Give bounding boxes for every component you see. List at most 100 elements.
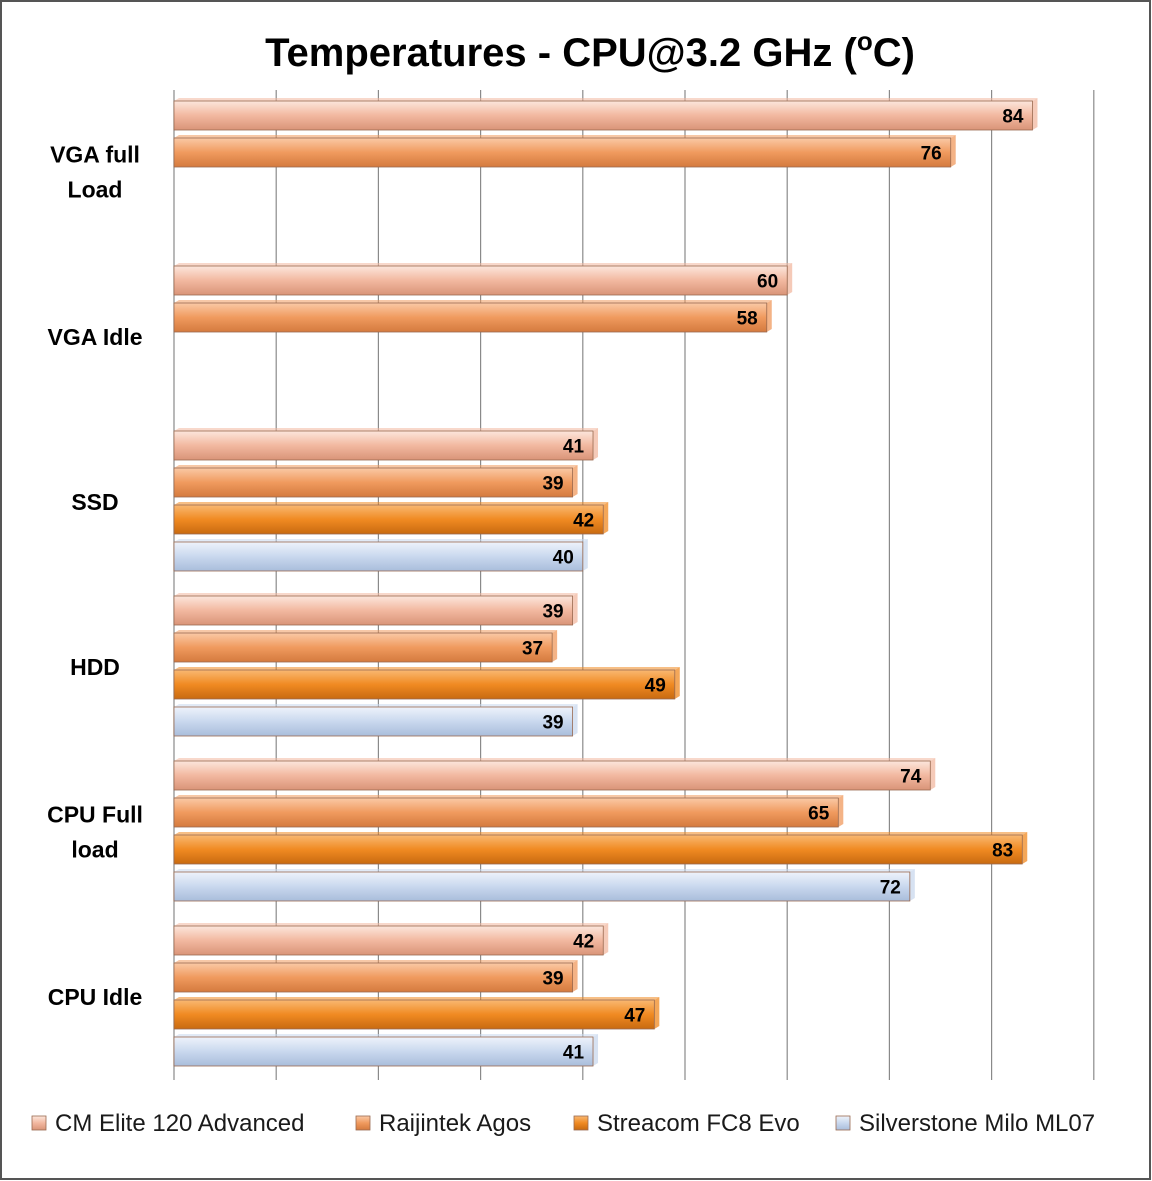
bar-value-label: 42 — [573, 932, 594, 953]
bar — [173, 541, 584, 572]
bar-side — [582, 539, 588, 571]
bar-top — [174, 465, 578, 468]
bar-side — [654, 997, 660, 1029]
bar — [173, 467, 573, 498]
bar-value-label: 37 — [522, 639, 543, 660]
bar-group: 74 — [173, 758, 936, 791]
bar-value-label: 47 — [624, 1006, 645, 1027]
bar-top — [174, 1034, 599, 1037]
bar-group: 72 — [173, 869, 915, 902]
bar-top — [174, 630, 558, 633]
bar-group: 42 — [173, 502, 609, 535]
category-labels: VGA full Load VGA Idle SSD HDD CPU Full load CP… — [47, 142, 143, 1011]
bar-side — [572, 593, 578, 625]
bar-top — [174, 795, 844, 798]
bar-value-label: 84 — [1002, 107, 1024, 128]
bar-group: 83 — [173, 832, 1028, 865]
bar-side — [766, 300, 772, 332]
bar-side — [572, 960, 578, 992]
bar-value-label: 41 — [563, 1043, 585, 1064]
category-label: VGA full Load — [50, 142, 140, 203]
bar-top — [174, 923, 609, 926]
bar — [173, 834, 1023, 865]
legend-label: Silverstone Milo ML07 — [859, 1110, 1095, 1137]
bar — [173, 302, 768, 333]
bar-group: 40 — [173, 539, 588, 572]
bar-top — [174, 758, 936, 761]
bar-group: 76 — [173, 135, 956, 168]
bar-value-label: 76 — [921, 144, 942, 165]
bar-side — [787, 263, 793, 295]
bar — [173, 925, 604, 956]
bar-top — [174, 832, 1028, 835]
bar-value-label: 74 — [900, 767, 922, 788]
legend-swatch — [355, 1115, 371, 1131]
legend-label: Raijintek Agos — [379, 1110, 531, 1137]
bar — [173, 706, 573, 737]
bar — [173, 504, 604, 535]
legend-swatch — [835, 1115, 851, 1131]
bar-top — [174, 960, 578, 963]
category-label: VGA Idle — [48, 324, 143, 350]
category-label: CPU Idle — [48, 984, 143, 1010]
bar-side — [1032, 98, 1038, 130]
legend-item: Raijintek Agos — [355, 1110, 531, 1137]
legend-label: Streacom FC8 Evo — [597, 1110, 800, 1137]
bar-group: 39 — [173, 465, 578, 498]
bar-top — [174, 539, 588, 542]
bar-value-label: 83 — [992, 841, 1013, 862]
bar-side — [1022, 832, 1028, 864]
legend-label: CM Elite 120 Advanced — [55, 1110, 304, 1137]
bar-value-label: 65 — [808, 804, 830, 825]
legend: CM Elite 120 Advanced Raijintek Agos Strea… — [31, 1110, 1095, 1137]
bar-value-label: 72 — [880, 878, 901, 899]
bar-group: 60 — [173, 263, 793, 296]
bar-top — [174, 667, 680, 670]
bar — [173, 430, 594, 461]
legend-item: CM Elite 120 Advanced — [31, 1110, 304, 1137]
bar-top — [174, 98, 1038, 101]
bar-top — [174, 502, 609, 505]
bar-side — [552, 630, 558, 662]
bar — [173, 760, 931, 791]
bar-group: 42 — [173, 923, 609, 956]
bar-value-label: 42 — [573, 511, 594, 532]
bar — [173, 632, 553, 663]
bar-top — [174, 428, 599, 431]
bar-value-label: 58 — [737, 309, 758, 330]
gridlines — [173, 90, 1095, 1080]
bar-side — [572, 465, 578, 497]
bar-group: 47 — [173, 997, 660, 1030]
bar-value-label: 39 — [542, 474, 563, 495]
bar-side — [930, 758, 936, 790]
bar-value-label: 49 — [645, 676, 666, 697]
legend-swatch — [573, 1115, 589, 1131]
bar — [173, 871, 911, 902]
bar — [173, 962, 573, 993]
legend-swatch — [31, 1115, 47, 1131]
bar-group: 58 — [173, 300, 772, 333]
bar — [173, 669, 676, 700]
bar-group: 84 — [173, 98, 1038, 131]
legend-item: Streacom FC8 Evo — [573, 1110, 800, 1137]
bar — [173, 797, 839, 828]
bar-top — [174, 135, 956, 138]
bar-top — [174, 869, 915, 872]
bar-side — [593, 428, 599, 460]
bar-value-label: 40 — [553, 548, 574, 569]
bar-side — [572, 704, 578, 736]
bar-value-label: 39 — [542, 602, 563, 623]
bar — [173, 999, 655, 1030]
bar-group: 65 — [173, 795, 844, 828]
category-label: CPU Full load — [47, 802, 143, 863]
bar-side — [950, 135, 956, 167]
category-label: HDD — [70, 654, 120, 680]
bar-group: 49 — [173, 667, 680, 700]
bar-group: 39 — [173, 593, 578, 626]
bar-side — [603, 502, 609, 534]
bar — [173, 100, 1033, 131]
bar-group: 41 — [173, 428, 599, 461]
bar-top — [174, 704, 578, 707]
bar-side — [909, 869, 915, 901]
